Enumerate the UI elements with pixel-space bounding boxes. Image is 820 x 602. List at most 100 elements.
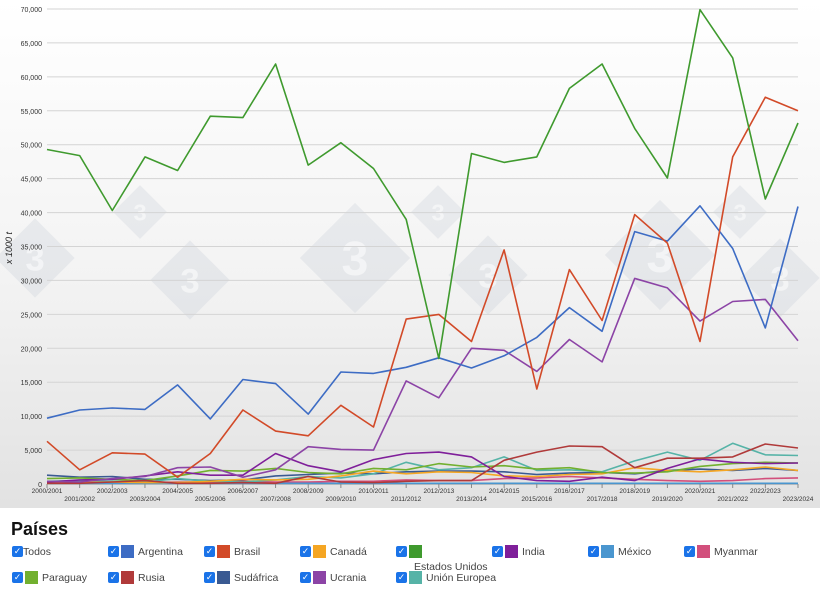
x-axis-ticks: 2000/20012001/20022002/20032003/20042004…: [32, 484, 814, 503]
y-tick-label: 10,000: [21, 414, 43, 421]
series-line-rusia: [47, 443, 799, 485]
x-tick-label: 2003/2004: [130, 496, 161, 503]
x-tick-label: 2011/2012: [391, 496, 422, 503]
checkbox-icon[interactable]: ✓: [396, 546, 407, 557]
line-chart: 333 333 333 05,00010,00015,00020,00025,000…: [0, 7, 820, 503]
color-swatch: [409, 571, 422, 584]
series-line-paraguay: [46, 461, 799, 482]
series-line-estados-unidos: [46, 8, 799, 360]
color-swatch: [121, 571, 134, 584]
color-swatch: [313, 545, 326, 558]
legend-label: Argentina: [138, 546, 183, 558]
y-tick-label: 45,000: [21, 177, 43, 184]
legend-label: India: [522, 546, 545, 558]
y-tick-label: 35,000: [21, 245, 43, 252]
x-tick-label: 2018/2019: [619, 488, 650, 495]
checkbox-icon[interactable]: ✓: [492, 546, 503, 557]
color-swatch: [25, 571, 38, 584]
checkbox-icon[interactable]: ✓: [12, 572, 23, 583]
watermark-icon: 3: [448, 235, 528, 315]
color-swatch: [697, 545, 710, 558]
legend-label: Ucrania: [330, 572, 367, 584]
legend-panel: Países ✓ Todos ✓ Argentina ✓ Brasil ✓ Ca…: [0, 508, 820, 602]
legend-label: México: [618, 546, 652, 558]
watermark-icon: 3: [740, 238, 820, 318]
gridlines: [47, 8, 798, 485]
y-tick-label: 25,000: [21, 312, 43, 319]
y-tick-label: 0: [38, 482, 42, 489]
legend-label: Paraguay: [42, 572, 87, 584]
color-swatch: [505, 545, 518, 558]
series-line-brasil: [46, 96, 799, 478]
checkbox-icon[interactable]: ✓: [204, 572, 215, 583]
checkbox-icon[interactable]: ✓: [396, 572, 407, 583]
y-tick-label: 70,000: [21, 7, 43, 14]
color-swatch: [313, 571, 326, 584]
checkbox-icon[interactable]: ✓: [108, 546, 119, 557]
watermark-icon: 3: [299, 202, 411, 314]
x-tick-label: 2010/2011: [358, 488, 389, 495]
x-tick-label: 2016/2017: [554, 488, 585, 495]
y-tick-label: 30,000: [21, 278, 43, 285]
legend-label: Brasil: [234, 546, 261, 558]
watermark-icon: 3: [713, 185, 767, 239]
x-tick-label: 2000/2001: [32, 488, 63, 495]
svg-text:3: 3: [770, 260, 789, 298]
y-tick-label: 55,000: [21, 109, 43, 116]
checkbox-icon[interactable]: ✓: [588, 546, 599, 557]
y-tick-label: 5,000: [24, 448, 42, 455]
series-lines: [46, 8, 799, 485]
checkbox-icon[interactable]: ✓: [300, 546, 311, 557]
x-tick-label: 2022/2023: [750, 488, 781, 495]
x-tick-label: 2015/2016: [521, 496, 552, 503]
checkbox-icon[interactable]: ✓: [204, 546, 215, 557]
legend-label: Sudáfrica: [234, 572, 279, 584]
legend-label: Myanmar: [714, 546, 758, 558]
watermark-icon: 3: [113, 185, 167, 239]
x-tick-label: 2009/2010: [326, 496, 357, 503]
x-tick-label: 2001/2002: [64, 496, 95, 503]
legend-label: Unión Europea: [426, 572, 497, 584]
x-tick-label: 2005/2006: [195, 496, 226, 503]
checkbox-icon[interactable]: ✓: [12, 546, 23, 557]
y-tick-label: 65,000: [21, 41, 43, 48]
x-tick-label: 2019/2020: [652, 496, 683, 503]
svg-text:3: 3: [25, 240, 44, 278]
legend-label: Estados Unidos: [414, 561, 488, 573]
checkbox-icon[interactable]: ✓: [300, 572, 311, 583]
x-tick-label: 2006/2007: [228, 488, 259, 495]
x-tick-label: 2020/2021: [685, 488, 716, 495]
x-tick-label: 2007/2008: [260, 496, 291, 503]
y-tick-label: 40,000: [21, 211, 43, 218]
svg-text:3: 3: [342, 232, 369, 286]
svg-text:3: 3: [180, 262, 199, 300]
x-tick-label: 2008/2009: [293, 488, 324, 495]
color-swatch: [217, 571, 230, 584]
watermark-icon: 3: [604, 199, 716, 311]
x-tick-label: 2021/2022: [717, 496, 748, 503]
y-axis-label: x 1000 t: [4, 231, 14, 265]
color-swatch: [409, 545, 422, 558]
checkbox-icon[interactable]: ✓: [108, 572, 119, 583]
series-line-ucrania: [46, 277, 799, 483]
y-tick-label: 60,000: [21, 75, 43, 82]
y-tick-label: 50,000: [21, 143, 43, 150]
legend-label: Todos: [23, 546, 52, 558]
color-swatch: [217, 545, 230, 558]
svg-text:3: 3: [478, 257, 497, 295]
y-axis-ticks: 0 5,000 10,000 15,000 20,000 25,000 30,000 35,0…: [21, 7, 43, 489]
x-tick-label: 2002/2003: [97, 488, 128, 495]
watermark-icon: 3: [411, 185, 465, 239]
y-tick-label: 15,000: [21, 380, 43, 387]
series-line-argentina: [46, 205, 799, 420]
x-tick-label: 2004/2005: [162, 488, 193, 495]
watermark-logos: 333 333 333: [0, 185, 820, 320]
x-tick-label: 2012/2013: [423, 488, 454, 495]
color-swatch: [601, 545, 614, 558]
legend-label: Rusia: [138, 572, 165, 584]
x-tick-label: 2017/2018: [587, 496, 618, 503]
y-tick-label: 20,000: [21, 346, 43, 353]
x-tick-label: 2013/2014: [456, 496, 487, 503]
checkbox-icon[interactable]: ✓: [684, 546, 695, 557]
